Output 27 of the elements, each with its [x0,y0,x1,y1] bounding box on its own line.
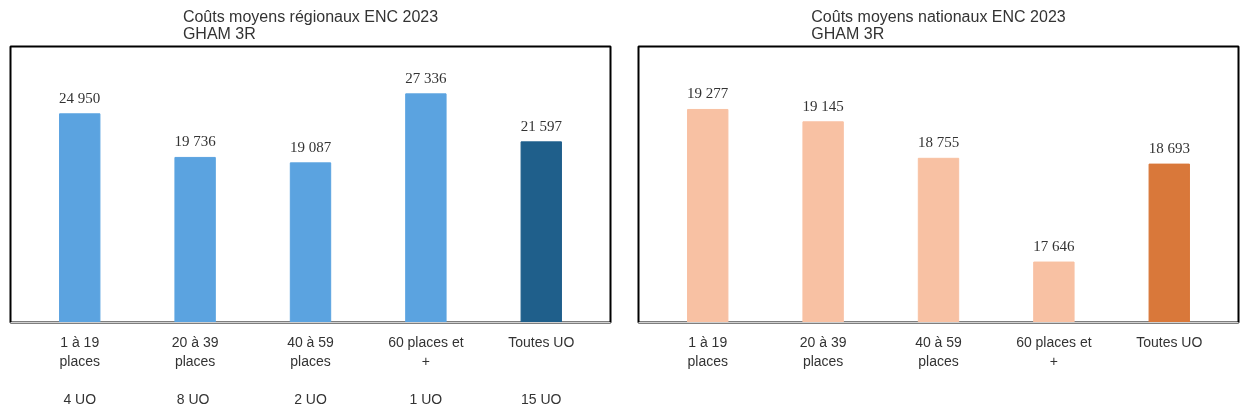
x-tick-label: 20 à 39 places [799,333,847,369]
data-label: 19 145 [802,97,844,114]
bar [174,156,216,323]
data-label: 19 736 [174,133,217,150]
category-label: 20 à 39 places 8 UO [171,333,219,408]
bar [289,162,332,323]
bar [520,141,562,323]
x-tick-label: Toutes UO [1136,333,1203,350]
category-label: 40 à 59 places 2 UO [287,333,334,408]
category-label: 60 places et + 1 UO [388,333,464,408]
category-label: 1 à 19 places 4 UO [59,333,100,408]
chart-title: Coûts moyens régionaux ENC 2023 GHAM 3R [182,7,439,42]
category-label: Toutes UO 15 UO [508,333,575,408]
data-label: 24 950 [59,89,101,106]
x-tick-label: 40 à 59 places [915,333,963,369]
data-label: 21 597 [520,117,563,134]
x-tick-label: 1 à 19 places [687,333,728,369]
bar [405,93,447,323]
data-label: 27 336 [405,69,448,86]
data-label: 19 087 [289,138,332,155]
data-label: 19 277 [687,85,729,102]
x-tick-label: 60 places et + [1016,333,1092,369]
data-label: 17 646 [1033,238,1076,255]
bar [59,113,101,323]
data-label: 18 693 [1148,140,1190,157]
chart-title: Coûts moyens nationaux ENC 2023 GHAM 3R [811,7,1066,42]
data-label: 18 755 [917,134,960,151]
